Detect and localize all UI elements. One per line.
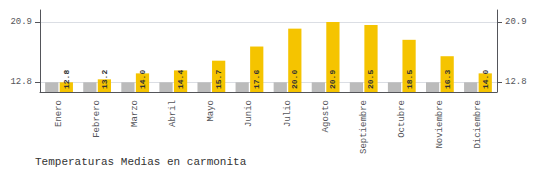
- svg-text:Julio: Julio: [283, 100, 293, 127]
- svg-text:Agosto: Agosto: [321, 100, 331, 132]
- svg-text:Abril: Abril: [168, 100, 178, 127]
- svg-text:Enero: Enero: [54, 100, 64, 127]
- svg-text:13.2: 13.2: [100, 70, 109, 89]
- svg-text:Noviembre: Noviembre: [435, 100, 445, 149]
- svg-text:Mayo: Mayo: [206, 100, 216, 122]
- svg-text:14.0: 14.0: [138, 70, 147, 89]
- svg-text:20.9: 20.9: [10, 17, 32, 27]
- svg-text:17.6: 17.6: [252, 70, 261, 89]
- svg-text:20.9: 20.9: [505, 17, 527, 27]
- svg-text:14.0: 14.0: [481, 70, 490, 89]
- svg-text:Temperaturas Medias en carmoni: Temperaturas Medias en carmonita: [35, 156, 247, 168]
- svg-text:18.5: 18.5: [405, 70, 414, 89]
- svg-text:Junio: Junio: [244, 100, 254, 127]
- svg-text:Diciembre: Diciembre: [473, 100, 483, 149]
- svg-text:20.9: 20.9: [328, 70, 337, 89]
- svg-text:12.8: 12.8: [62, 70, 71, 89]
- svg-text:Octubre: Octubre: [397, 100, 407, 138]
- svg-text:Marzo: Marzo: [130, 100, 140, 127]
- svg-text:14.4: 14.4: [176, 70, 185, 89]
- svg-text:Septiembre: Septiembre: [359, 100, 369, 154]
- svg-text:20.5: 20.5: [366, 70, 375, 89]
- svg-text:20.0: 20.0: [290, 70, 299, 89]
- svg-text:Febrero: Febrero: [92, 100, 102, 138]
- svg-text:15.7: 15.7: [214, 70, 223, 89]
- svg-text:12.8: 12.8: [10, 77, 32, 87]
- svg-text:12.8: 12.8: [505, 77, 527, 87]
- svg-text:16.3: 16.3: [443, 70, 452, 89]
